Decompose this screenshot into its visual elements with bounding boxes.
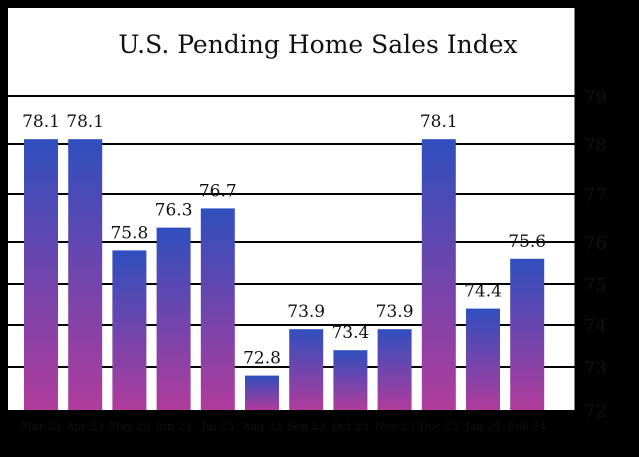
y-axis-labels: 72 73 74 75 76 77 78 79 [584, 87, 607, 422]
value-labels: 78.1 78.1 75.8 76.3 76.7 72.8 73.9 73.4 73.9 78.1… [22, 112, 546, 368]
y-tick-label: 73 [584, 358, 607, 379]
bar [156, 227, 191, 410]
bar [377, 329, 412, 410]
data-label: 78.1 [420, 112, 458, 132]
y-tick-label: 75 [584, 275, 607, 296]
gridlines [8, 95, 576, 368]
x-tick-label: Nov 23 [375, 420, 415, 433]
data-label: 76.3 [155, 201, 193, 221]
y-tick-label: 76 [584, 233, 607, 254]
data-label: 73.9 [287, 302, 325, 322]
data-label: 75.6 [508, 232, 546, 252]
data-label: 75.8 [110, 223, 148, 243]
x-tick-label: Jun 23 [155, 420, 192, 433]
x-tick-label: Mar 23 [21, 420, 62, 433]
x-tick-label: May 23 [109, 420, 151, 433]
bar [333, 350, 368, 410]
x-tick-label: Jul 23 [201, 420, 235, 433]
x-tick-label: Aug 23 [241, 420, 282, 433]
bar [112, 250, 147, 410]
y-tick-label: 78 [584, 135, 607, 156]
y-tick-label: 79 [584, 87, 607, 108]
bar [245, 375, 279, 410]
data-label: 76.7 [199, 181, 237, 201]
x-tick-label: Dec 23 [419, 420, 458, 433]
data-label: 78.1 [22, 112, 60, 132]
data-label: 73.4 [331, 323, 369, 343]
x-axis-labels: Mar 23 Apr 23 May 23 Jun 23 Jul 23 Aug 23 Sep … [21, 420, 547, 433]
bar [466, 308, 500, 410]
x-tick-label: Jan 24 [464, 420, 501, 433]
data-label: 73.9 [376, 302, 414, 322]
y-tick-label: 74 [584, 316, 607, 337]
x-tick-label: Apr 23 [65, 420, 104, 433]
bar [24, 139, 58, 410]
y-tick-label: 72 [584, 401, 607, 422]
bar [421, 139, 456, 410]
bar [200, 208, 235, 410]
bar [68, 139, 103, 410]
x-tick-label: Oct 23 [332, 420, 369, 433]
x-tick-label: Feb 24 [508, 420, 546, 433]
data-label: 72.8 [243, 349, 281, 369]
x-tick-label: Sep 23 [287, 420, 326, 433]
y-tick-label: 77 [584, 185, 607, 206]
bar [289, 329, 324, 410]
data-label: 74.4 [464, 282, 502, 302]
chart-title: U.S. Pending Home Sales Index [118, 30, 517, 59]
bar [510, 258, 545, 410]
bars [24, 139, 545, 410]
data-label: 78.1 [66, 112, 104, 132]
